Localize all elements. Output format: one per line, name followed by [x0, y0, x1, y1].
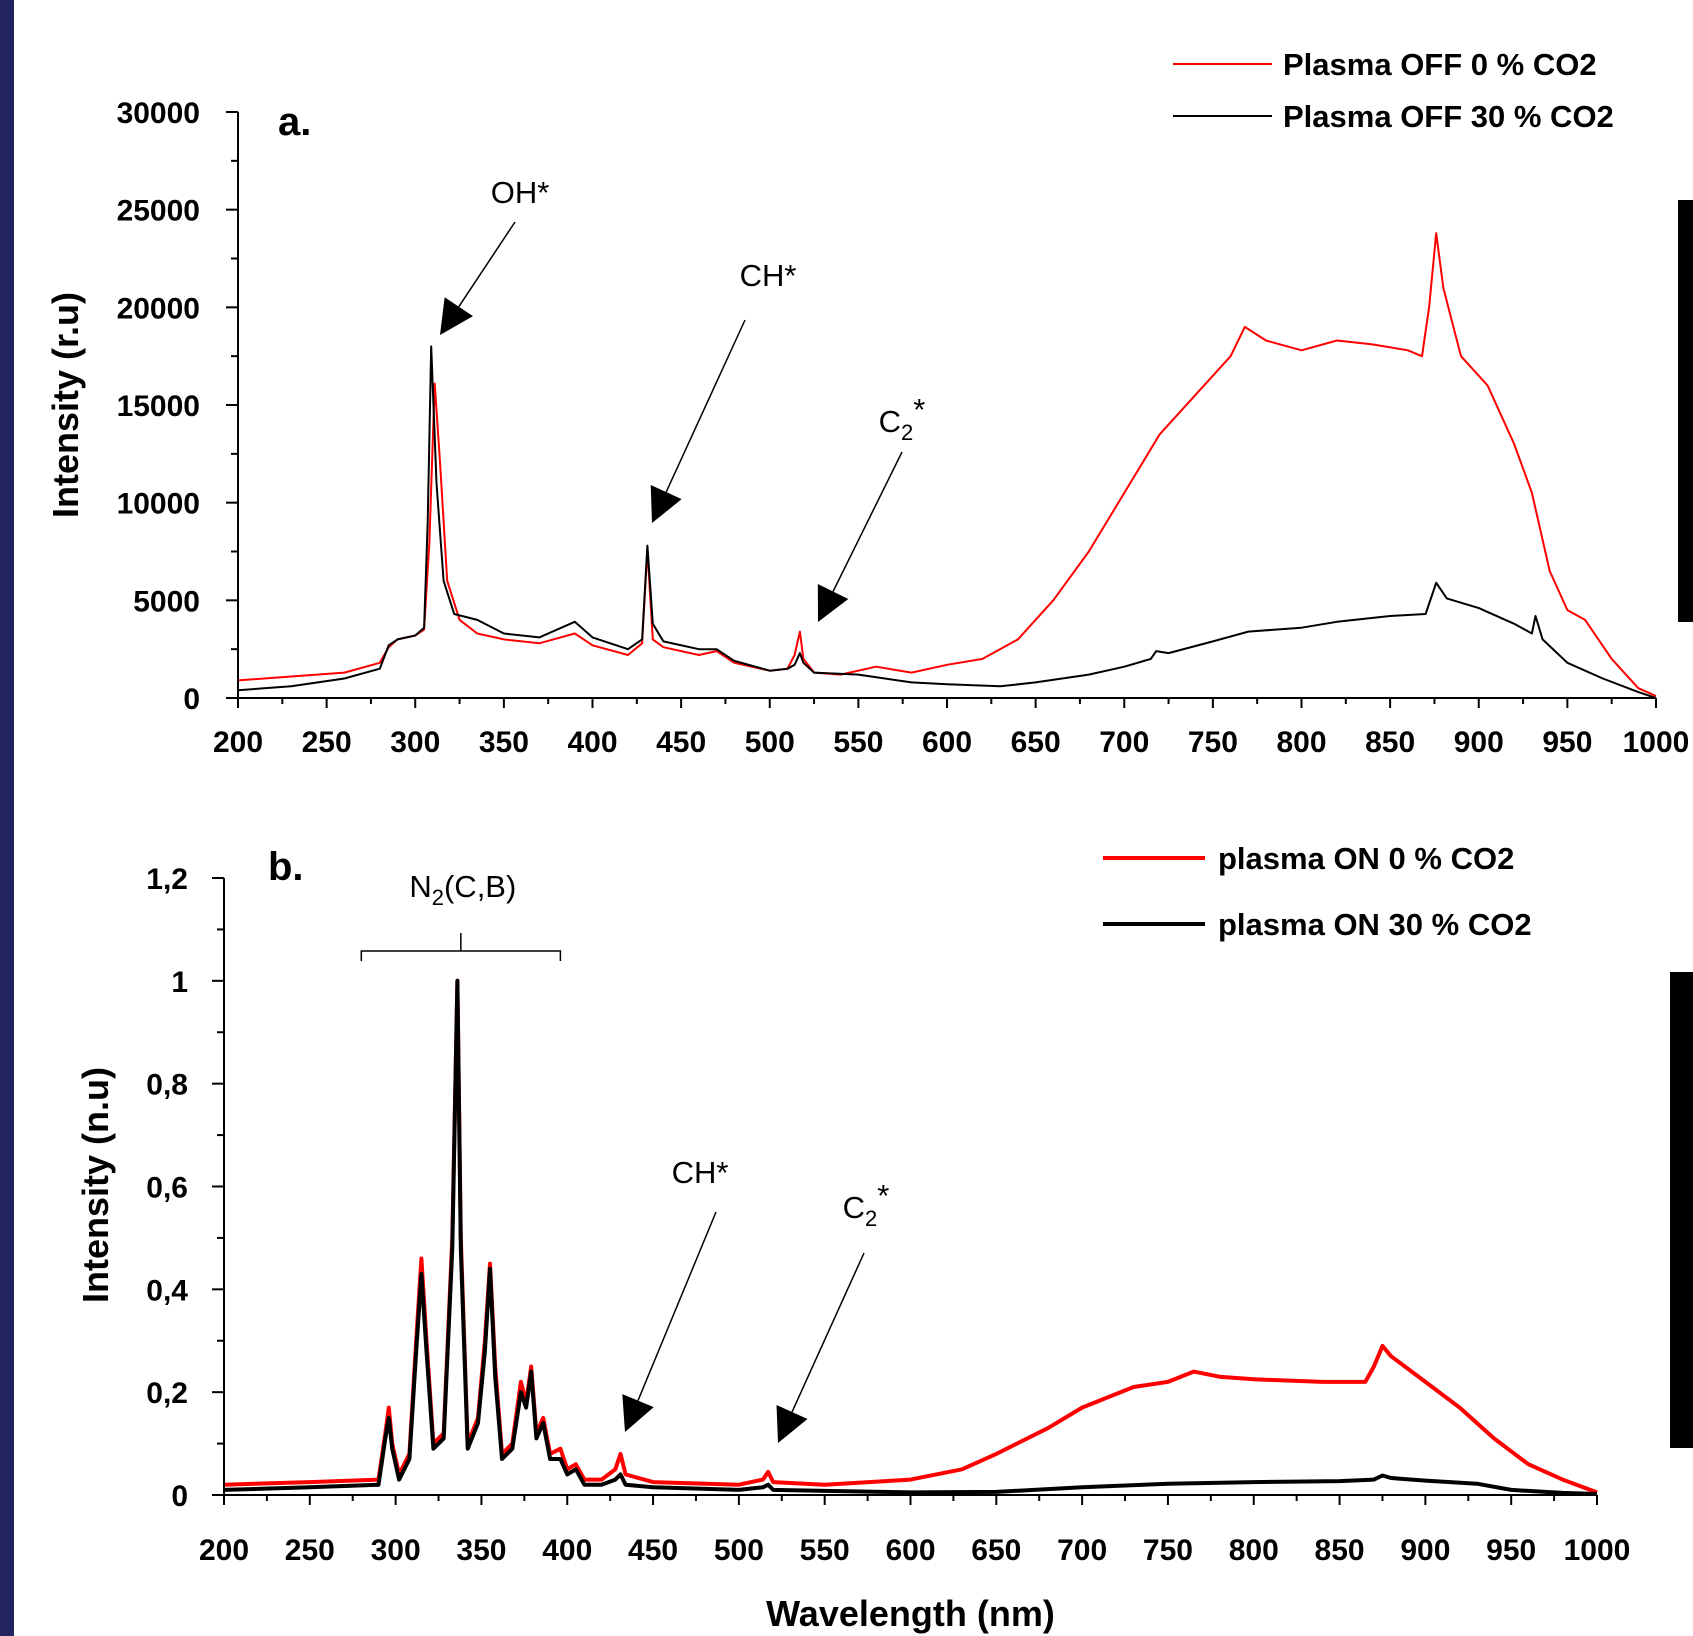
y-tick-label: 20000 [117, 292, 200, 325]
y-tick-label: 5000 [133, 585, 200, 618]
annotation-label: N2(C,B) [409, 869, 516, 910]
left-border-bar [0, 0, 14, 1636]
y-tick-label: 1,2 [146, 863, 188, 896]
y-tick-label: 30000 [117, 97, 200, 130]
legend-label: Plasma OFF 0 % CO2 [1283, 47, 1597, 82]
x-tick-label: 950 [1542, 726, 1592, 759]
x-tick-label: 900 [1454, 726, 1504, 759]
y-tick-label: 0,2 [146, 1377, 188, 1410]
x-tick-label: 350 [479, 726, 529, 759]
x-tick-label: 550 [833, 726, 883, 759]
y-tick-label: 0,6 [146, 1172, 188, 1205]
y-tick-label: 1 [171, 966, 188, 999]
legend-label: plasma ON 30 % CO2 [1218, 907, 1532, 942]
annotation-leader-line [458, 221, 516, 308]
x-tick-label: 1000 [1623, 726, 1690, 759]
x-tick-label: 300 [371, 1534, 421, 1567]
x-tick-label: 400 [567, 726, 617, 759]
x-tick-label: 800 [1276, 726, 1326, 759]
y-tick-label: 15000 [117, 390, 200, 423]
bracket-annotation [360, 950, 562, 961]
annotation-leader-line [665, 319, 746, 493]
annotation-label: CH* [740, 258, 797, 293]
inset-photo-a-edge [1678, 200, 1693, 622]
x-tick-label: 500 [745, 726, 795, 759]
y-tick-label: 10000 [117, 488, 200, 521]
x-tick-label: 550 [800, 1534, 850, 1567]
y-tick-label: 25000 [117, 195, 200, 228]
x-tick-label: 800 [1229, 1534, 1279, 1567]
annotation-leader-line [637, 1211, 717, 1401]
x-tick-label: 250 [302, 726, 352, 759]
y-tick-label: 0,4 [146, 1274, 188, 1307]
y-axis-title: Intensity (r.u) [45, 292, 86, 518]
x-tick-label: 700 [1099, 726, 1149, 759]
x-tick-label: 650 [971, 1534, 1021, 1567]
y-axis-title: Intensity (n.u) [75, 1067, 116, 1303]
legend-label: plasma ON 0 % CO2 [1218, 841, 1514, 876]
x-axis-title: Wavelength (nm) [766, 1593, 1055, 1634]
x-tick-label: 200 [213, 726, 263, 759]
x-tick-label: 1000 [1564, 1534, 1631, 1567]
series-line-0-1 [237, 345, 1657, 699]
annotation-arrowhead [440, 297, 473, 335]
x-tick-label: 450 [656, 726, 706, 759]
annotation-label: OH* [491, 175, 550, 210]
x-tick-label: 200 [199, 1534, 249, 1567]
y-tick-label: 0 [183, 683, 200, 716]
x-tick-label: 950 [1486, 1534, 1536, 1567]
x-tick-label: 400 [542, 1534, 592, 1567]
y-tick-label: 0 [171, 1480, 188, 1513]
annotation-arrowhead [650, 485, 682, 523]
x-tick-label: 850 [1315, 1534, 1365, 1567]
x-tick-label: 850 [1365, 726, 1415, 759]
annotation-label: C2* [879, 392, 926, 445]
annotation-arrowhead [817, 583, 849, 622]
chart-panel-b: 0 0,2 0,4 0,6 0,8 1 1,2 200 250 300 350 400 450 500 55… [75, 841, 1630, 1634]
x-tick-label: 500 [714, 1534, 764, 1567]
x-tick-label: 250 [285, 1534, 335, 1567]
chart-panel-a: 0 5000 10000 15000 20000 25000 30000 200 250 300 3… [45, 47, 1689, 759]
annotation-arrowhead [776, 1405, 808, 1443]
x-tick-label: 600 [885, 1534, 935, 1567]
inset-photo-b-edge [1670, 972, 1693, 1448]
x-tick-label: 450 [628, 1534, 678, 1567]
x-tick-label: 350 [456, 1534, 506, 1567]
annotation-leader-line [832, 451, 903, 592]
y-tick-label: 0,8 [146, 1069, 188, 1102]
x-tick-label: 750 [1188, 726, 1238, 759]
x-tick-label: 700 [1057, 1534, 1107, 1567]
x-tick-label: 900 [1400, 1534, 1450, 1567]
series-line-1-1 [223, 978, 1598, 1496]
x-tick-label: 300 [390, 726, 440, 759]
panel-label: a. [278, 100, 311, 144]
x-tick-label: 650 [1011, 726, 1061, 759]
annotation-label: C2* [843, 1178, 890, 1231]
legend-label: Plasma OFF 30 % CO2 [1283, 99, 1614, 134]
panel-label: b. [268, 845, 304, 889]
annotation-leader-line [791, 1252, 865, 1413]
x-tick-label: 600 [922, 726, 972, 759]
annotation-label: CH* [672, 1155, 729, 1190]
annotation-arrowhead [622, 1394, 654, 1432]
x-tick-label: 750 [1143, 1534, 1193, 1567]
